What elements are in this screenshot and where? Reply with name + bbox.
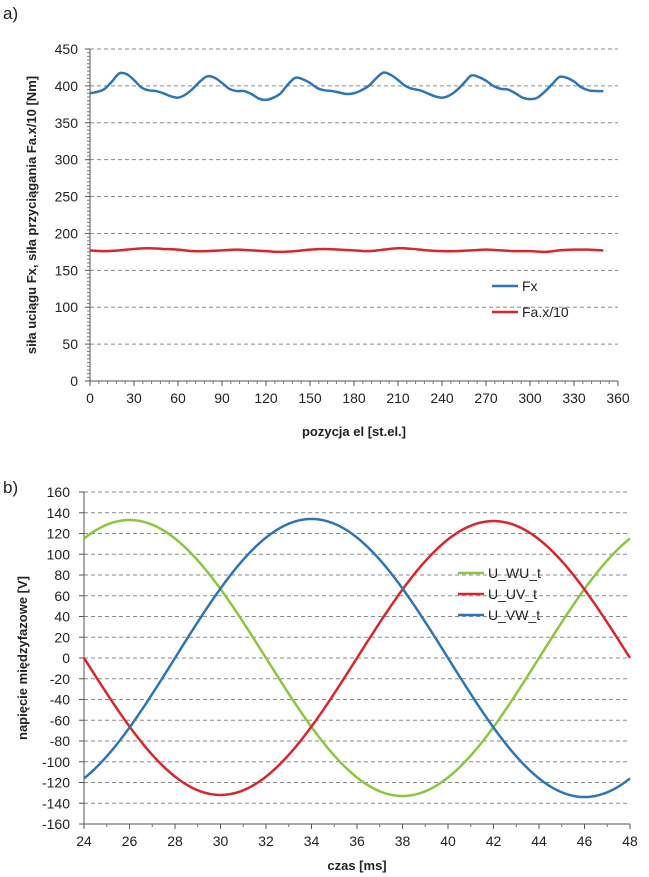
legend-label-u-wu-t: U_WU_t xyxy=(488,565,541,581)
x-tick-label: 44 xyxy=(531,833,547,849)
x-axis-title: pozycja el [st.el.] xyxy=(302,424,406,439)
x-tick-label: 210 xyxy=(386,390,410,406)
x-tick-label: 30 xyxy=(213,833,229,849)
y-tick-label: 50 xyxy=(62,336,78,352)
x-tick-label: 28 xyxy=(167,833,183,849)
y-tick-label: -60 xyxy=(50,712,70,728)
y-tick-label: 350 xyxy=(55,115,79,131)
x-tick-label: 38 xyxy=(395,833,411,849)
x-tick-label: 330 xyxy=(562,390,586,406)
panel-a-label: a) xyxy=(3,4,19,23)
y-tick-label: -80 xyxy=(50,733,70,749)
chart-a-traction-force: 0 50 100 150 200 250 300 350 400 450 0 30 60 90 120 150… xyxy=(24,41,630,439)
y-tick-label: 80 xyxy=(54,567,70,583)
x-tick-label: 42 xyxy=(486,833,502,849)
series-line-u-uv-t xyxy=(82,519,632,797)
x-tick-label: 120 xyxy=(254,390,278,406)
x-tick-label: 90 xyxy=(214,390,230,406)
panel-b-label: b) xyxy=(3,478,19,497)
series-line-fx xyxy=(89,71,604,102)
x-tick-label: 26 xyxy=(122,833,138,849)
y-tick-label: 200 xyxy=(55,225,79,241)
y-tick-label: -120 xyxy=(42,775,70,791)
y-tick-label: 400 xyxy=(55,78,79,94)
x-tick-label: 30 xyxy=(126,390,142,406)
y-tick-label: 0 xyxy=(62,650,70,666)
y-tick-label: 20 xyxy=(54,629,70,645)
series-line-fa-x-10 xyxy=(89,246,604,254)
x-tick-label: 34 xyxy=(304,833,320,849)
y-tick-label: -160 xyxy=(42,816,70,832)
x-tick-label: 360 xyxy=(606,390,630,406)
x-tick-label: 270 xyxy=(474,390,498,406)
x-tick-label: 48 xyxy=(622,833,638,849)
x-tick-label: 240 xyxy=(430,390,454,406)
y-tick-label: 120 xyxy=(47,526,71,542)
x-tick-label: 150 xyxy=(298,390,322,406)
y-tick-label: 300 xyxy=(55,152,79,168)
y-tick-label: -100 xyxy=(42,754,70,770)
legend-label-u-vw-t: U_VW_t xyxy=(488,607,540,623)
y-tick-label: 100 xyxy=(55,299,79,315)
x-tick-label: 40 xyxy=(440,833,456,849)
x-tick-label: 24 xyxy=(76,833,92,849)
legend-label-fa-x-10: Fa.x/10 xyxy=(522,304,569,320)
x-tick-label: 60 xyxy=(170,390,186,406)
y-tick-label: 60 xyxy=(54,588,70,604)
x-tick-label: 180 xyxy=(342,390,366,406)
legend-label-u-uv-t: U_UV_t xyxy=(488,586,537,602)
y-tick-label: 150 xyxy=(55,262,79,278)
y-tick-label: 100 xyxy=(47,546,71,562)
series-line-u-wu-t xyxy=(83,518,631,798)
y-tick-label: 450 xyxy=(55,41,79,57)
y-tick-label: -140 xyxy=(42,795,70,811)
y-tick-label: 140 xyxy=(47,505,71,521)
legend-label-fx: Fx xyxy=(522,278,538,294)
x-tick-label: 46 xyxy=(577,833,593,849)
chart-b-line-voltage: -160 -140 -120 -100 -80 -60 -40 -20 0 20 40 60 80 100… xyxy=(15,484,638,873)
y-tick-label: -20 xyxy=(50,671,70,687)
y-tick-label: -40 xyxy=(50,692,70,708)
y-tick-label: 0 xyxy=(70,373,78,389)
x-tick-label: 0 xyxy=(86,390,94,406)
y-axis-title: napięcie międzyfazowe [V] xyxy=(15,576,30,740)
x-tick-label: 32 xyxy=(258,833,274,849)
series-line-u-vw-t xyxy=(83,517,631,799)
y-tick-label: 160 xyxy=(47,484,71,500)
y-tick-label: 40 xyxy=(54,609,70,625)
y-tick-label: 250 xyxy=(55,189,79,205)
y-axis-title: siła uciągu Fx, siła przyciągania Fa.x/1… xyxy=(24,76,39,354)
x-tick-label: 300 xyxy=(518,390,542,406)
x-axis-title: czas [ms] xyxy=(327,858,386,873)
x-tick-label: 36 xyxy=(349,833,365,849)
